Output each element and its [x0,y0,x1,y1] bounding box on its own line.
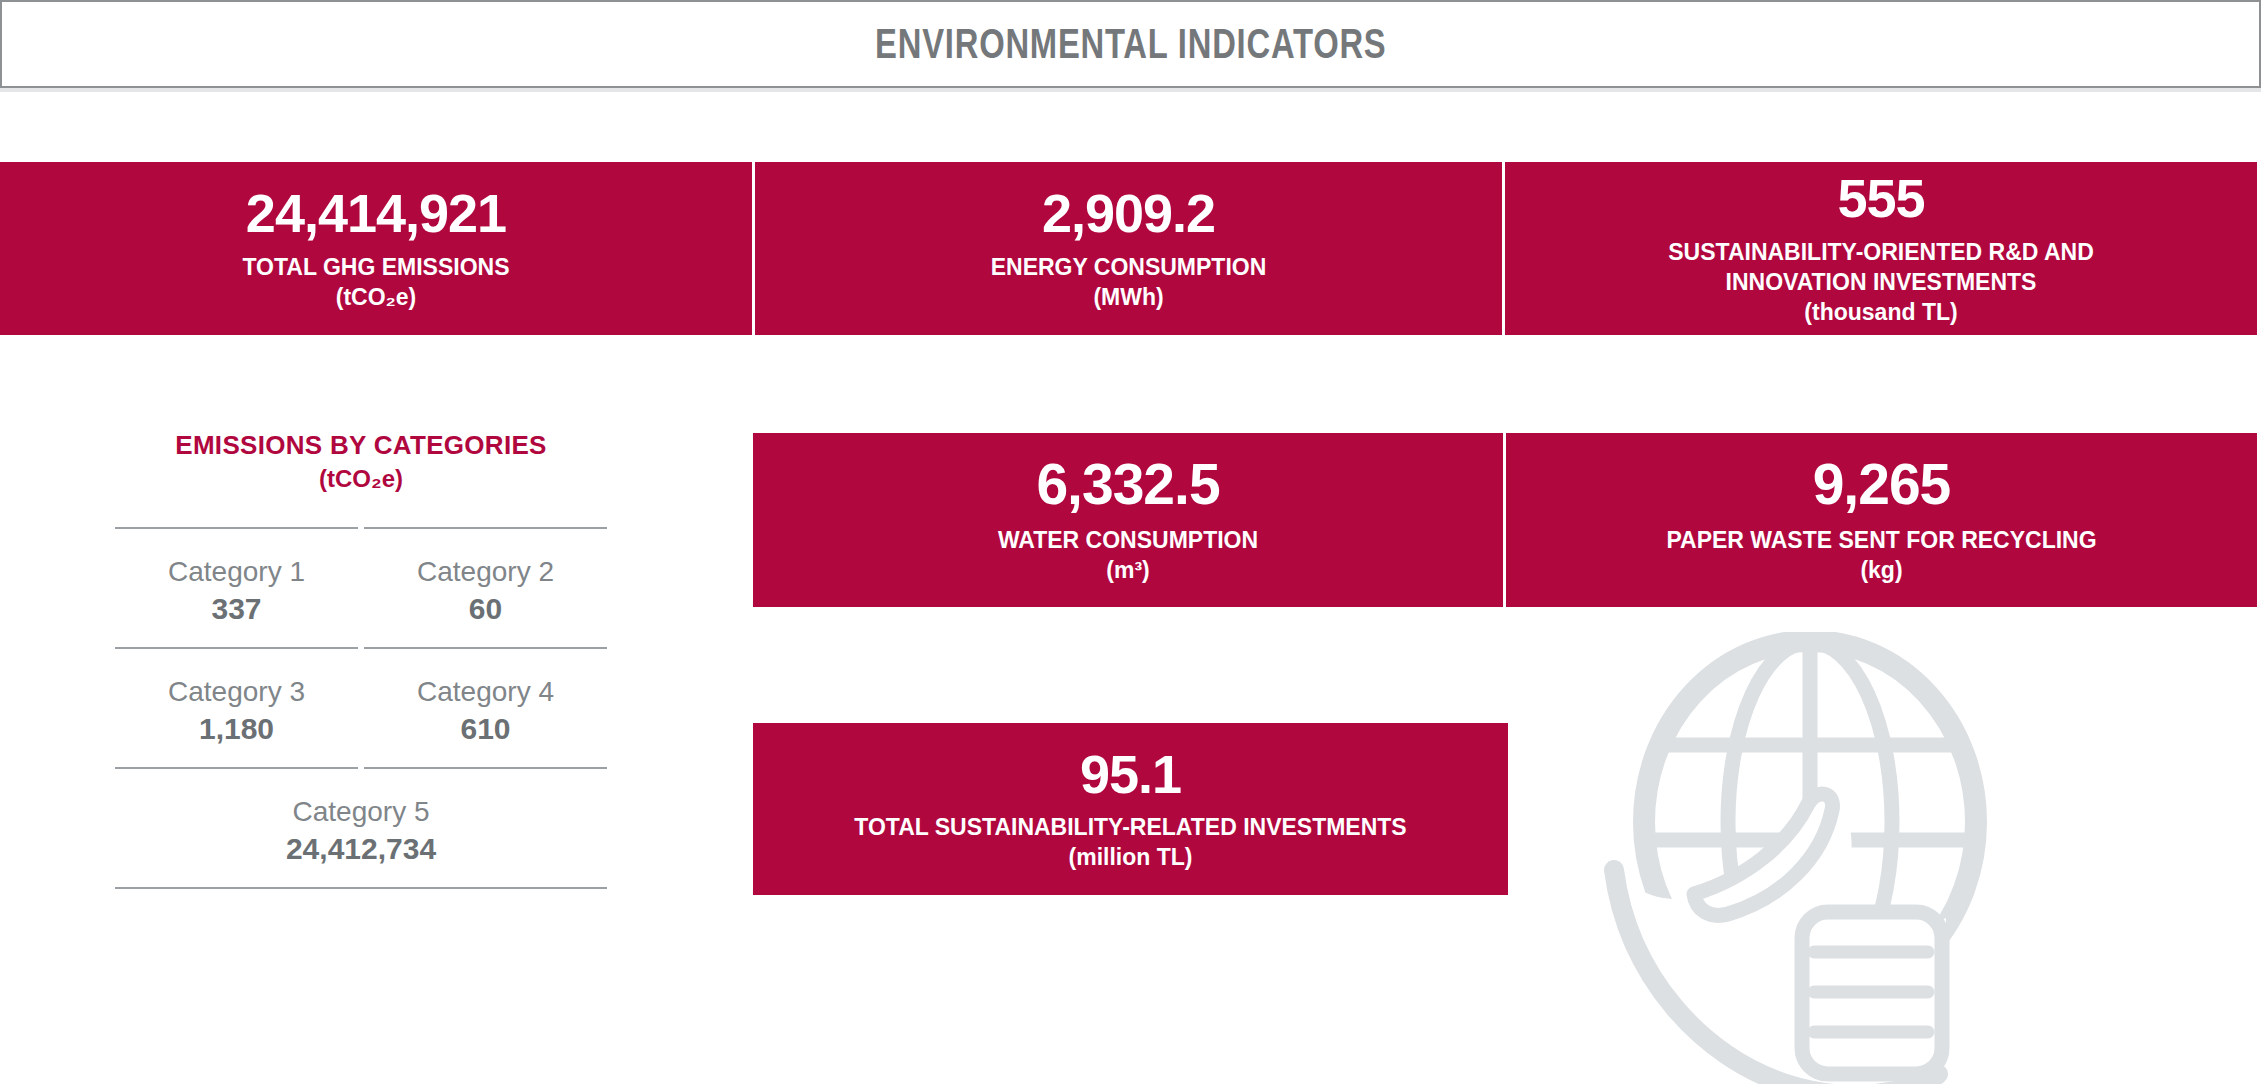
category-label: Category 5 [115,795,607,829]
page-title: ENVIRONMENTAL INDICATORS [875,20,1386,68]
emissions-panel-unit: (tCO₂e) [115,462,607,495]
kpi-unit: (million TL) [1069,842,1193,872]
kpi-value: 9,265 [1813,455,1951,515]
category-label: Category 3 [115,675,358,709]
category-value: 337 [115,591,358,627]
table-cell-category-1: Category 1 337 [115,527,358,649]
kpi-label: SUSTAINABILITY-ORIENTED R&D AND INNOVATI… [1646,237,2116,297]
category-value: 60 [364,591,607,627]
kpi-unit: (kg) [1860,555,1902,585]
kpi-unit: (MWh) [1093,282,1163,312]
kpi-water-consumption: 6,332.5 WATER CONSUMPTION (m³) [753,433,1503,607]
emissions-panel-title: EMISSIONS BY CATEGORIES [115,429,607,462]
page-header: ENVIRONMENTAL INDICATORS [0,0,2261,88]
emissions-by-categories-panel: EMISSIONS BY CATEGORIES (tCO₂e) Category… [115,429,607,889]
kpi-total-ghg-emissions: 24,414,921 TOTAL GHG EMISSIONS (tCO₂e) [0,162,752,335]
kpi-unit: (m³) [1106,555,1149,585]
environmental-indicators-page: ENVIRONMENTAL INDICATORS 24,414,921 TOTA… [0,0,2261,1084]
category-label: Category 4 [364,675,607,709]
kpi-label: PAPER WASTE SENT FOR RECYCLING [1666,525,2096,555]
category-value: 610 [364,711,607,747]
kpi-label: WATER CONSUMPTION [998,525,1258,555]
kpi-value: 2,909.2 [1042,185,1215,242]
globe-thumbs-up-icon [1598,632,2018,1084]
kpi-unit: (thousand TL) [1804,297,1957,327]
kpi-label: TOTAL SUSTAINABILITY-RELATED INVESTMENTS [854,812,1406,842]
table-cell-category-5: Category 5 24,412,734 [115,769,607,889]
kpi-energy-consumption: 2,909.2 ENERGY CONSUMPTION (MWh) [755,162,1502,335]
kpi-paper-waste-recycling: 9,265 PAPER WASTE SENT FOR RECYCLING (kg… [1506,433,2257,607]
kpi-value: 95.1 [1080,746,1181,803]
kpi-sustainability-investments: 95.1 TOTAL SUSTAINABILITY-RELATED INVEST… [753,723,1508,895]
table-cell-category-3: Category 3 1,180 [115,649,358,769]
category-value: 1,180 [115,711,358,747]
kpi-value: 24,414,921 [246,185,506,242]
category-label: Category 2 [364,555,607,589]
category-label: Category 1 [115,555,358,589]
category-value: 24,412,734 [115,831,607,867]
emissions-table: Category 1 337 Category 2 60 Category 3 … [115,527,607,889]
investment-kpi-block: 95.1 TOTAL SUSTAINABILITY-RELATED INVEST… [753,723,1508,895]
kpi-rd-innovation-investments: 555 SUSTAINABILITY-ORIENTED R&D AND INNO… [1505,162,2257,335]
kpi-label: ENERGY CONSUMPTION [991,252,1267,282]
kpi-label: TOTAL GHG EMISSIONS [242,252,509,282]
kpi-unit: (tCO₂e) [336,282,417,312]
mid-kpi-band: 6,332.5 WATER CONSUMPTION (m³) 9,265 PAP… [753,433,2257,607]
kpi-value: 555 [1837,170,1924,227]
table-cell-category-4: Category 4 610 [364,649,607,769]
kpi-value: 6,332.5 [1036,455,1219,515]
table-cell-category-2: Category 2 60 [364,527,607,649]
top-kpi-band: 24,414,921 TOTAL GHG EMISSIONS (tCO₂e) 2… [0,162,2257,335]
